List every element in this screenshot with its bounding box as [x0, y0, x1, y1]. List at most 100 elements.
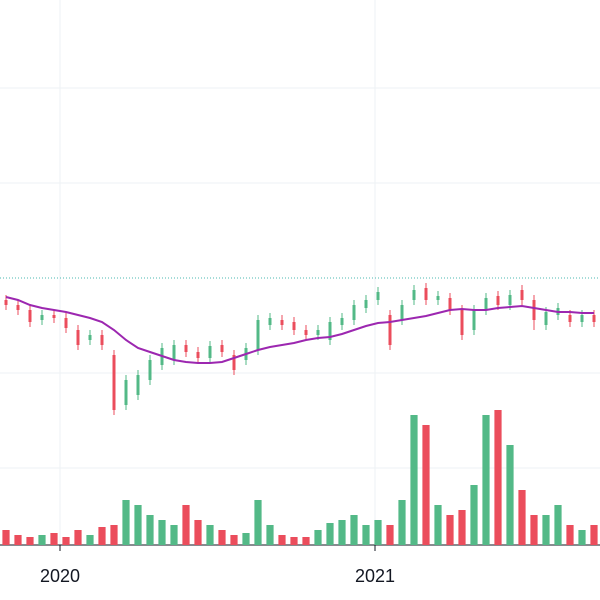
- candle-body: [592, 315, 596, 322]
- volume-bar: [206, 525, 214, 545]
- volume-bar: [230, 535, 238, 545]
- volume-bar: [302, 537, 310, 545]
- candle-body: [484, 298, 488, 310]
- volume-bar: [110, 525, 118, 545]
- volume-bar: [122, 500, 130, 545]
- volume-bar: [446, 515, 454, 545]
- candle-body: [40, 315, 44, 320]
- volume-bar: [374, 520, 382, 545]
- candle-body: [304, 330, 308, 335]
- volume-bar: [26, 537, 34, 545]
- candle-body: [472, 310, 476, 330]
- candle-body: [76, 330, 80, 345]
- candle-body: [100, 335, 104, 345]
- candle-body: [52, 315, 56, 318]
- volume-bar: [242, 533, 250, 545]
- volume-bar: [86, 535, 94, 545]
- candle-body: [448, 298, 452, 310]
- volume-bar: [338, 520, 346, 545]
- candle-body: [232, 355, 236, 370]
- volume-bar: [290, 537, 298, 545]
- candle-body: [364, 300, 368, 308]
- volume-bar: [566, 525, 574, 545]
- candle-body: [496, 296, 500, 305]
- volume-bar: [98, 527, 106, 545]
- candle-body: [340, 318, 344, 325]
- volume-bar: [590, 525, 598, 545]
- candle-body: [544, 312, 548, 325]
- volume-bar: [482, 415, 490, 545]
- volume-bar: [62, 537, 70, 545]
- x-tick-label: 2020: [40, 566, 80, 586]
- candle-body: [460, 310, 464, 335]
- candle-body: [64, 318, 68, 328]
- volume-bar: [398, 500, 406, 545]
- candle-body: [136, 375, 140, 395]
- volume-bar: [2, 530, 10, 545]
- candle-body: [376, 292, 380, 300]
- volume-bar: [470, 485, 478, 545]
- volume-bar: [386, 525, 394, 545]
- candle-body: [88, 335, 92, 340]
- candle-body: [328, 322, 332, 340]
- volume-bar: [14, 535, 22, 545]
- candle-body: [520, 290, 524, 300]
- volume-bar: [218, 530, 226, 545]
- candle-body: [436, 296, 440, 300]
- volume-bar: [158, 520, 166, 545]
- volume-bar: [266, 525, 274, 545]
- candle-body: [508, 295, 512, 305]
- volume-bar: [350, 515, 358, 545]
- volume-bar: [182, 505, 190, 545]
- candle-body: [268, 318, 272, 325]
- volume-bar: [134, 505, 142, 545]
- volume-bar: [314, 530, 322, 545]
- candle-body: [28, 310, 32, 322]
- candle-body: [112, 355, 116, 410]
- volume-bar: [530, 515, 538, 545]
- volume-bar: [326, 523, 334, 545]
- volume-bar: [458, 510, 466, 545]
- volume-bar: [50, 533, 58, 545]
- candle-body: [280, 320, 284, 325]
- volume-bar: [38, 535, 46, 545]
- candle-body: [412, 290, 416, 300]
- volume-bar: [518, 490, 526, 545]
- candle-body: [316, 330, 320, 335]
- candle-body: [124, 380, 128, 405]
- candle-body: [424, 288, 428, 300]
- volume-bar: [74, 530, 82, 545]
- volume-bar: [422, 425, 430, 545]
- volume-bar: [578, 530, 586, 545]
- volume-bar: [278, 535, 286, 545]
- candle-body: [184, 345, 188, 352]
- candle-body: [16, 305, 20, 310]
- volume-bar: [362, 525, 370, 545]
- volume-bar: [410, 415, 418, 545]
- volume-bar: [194, 520, 202, 545]
- candle-body: [208, 346, 212, 358]
- candle-body: [400, 305, 404, 320]
- volume-bar: [494, 410, 502, 545]
- volume-bar: [542, 515, 550, 545]
- candle-body: [568, 315, 572, 322]
- x-tick-label: 2021: [355, 566, 395, 586]
- candle-body: [580, 315, 584, 322]
- candle-body: [4, 300, 8, 305]
- candle-body: [220, 345, 224, 352]
- volume-bar: [254, 500, 262, 545]
- candle-body: [196, 352, 200, 358]
- moving-average: [5, 296, 594, 364]
- candle-body: [532, 300, 536, 320]
- candle-body: [256, 320, 260, 350]
- candle-body: [172, 345, 176, 360]
- candle-body: [148, 360, 152, 380]
- volume-bar: [554, 505, 562, 545]
- candle-body: [388, 315, 392, 345]
- candle-body: [352, 305, 356, 320]
- volume-bar: [170, 525, 178, 545]
- volume-bar: [434, 505, 442, 545]
- volume-bar: [146, 515, 154, 545]
- candle-body: [292, 322, 296, 330]
